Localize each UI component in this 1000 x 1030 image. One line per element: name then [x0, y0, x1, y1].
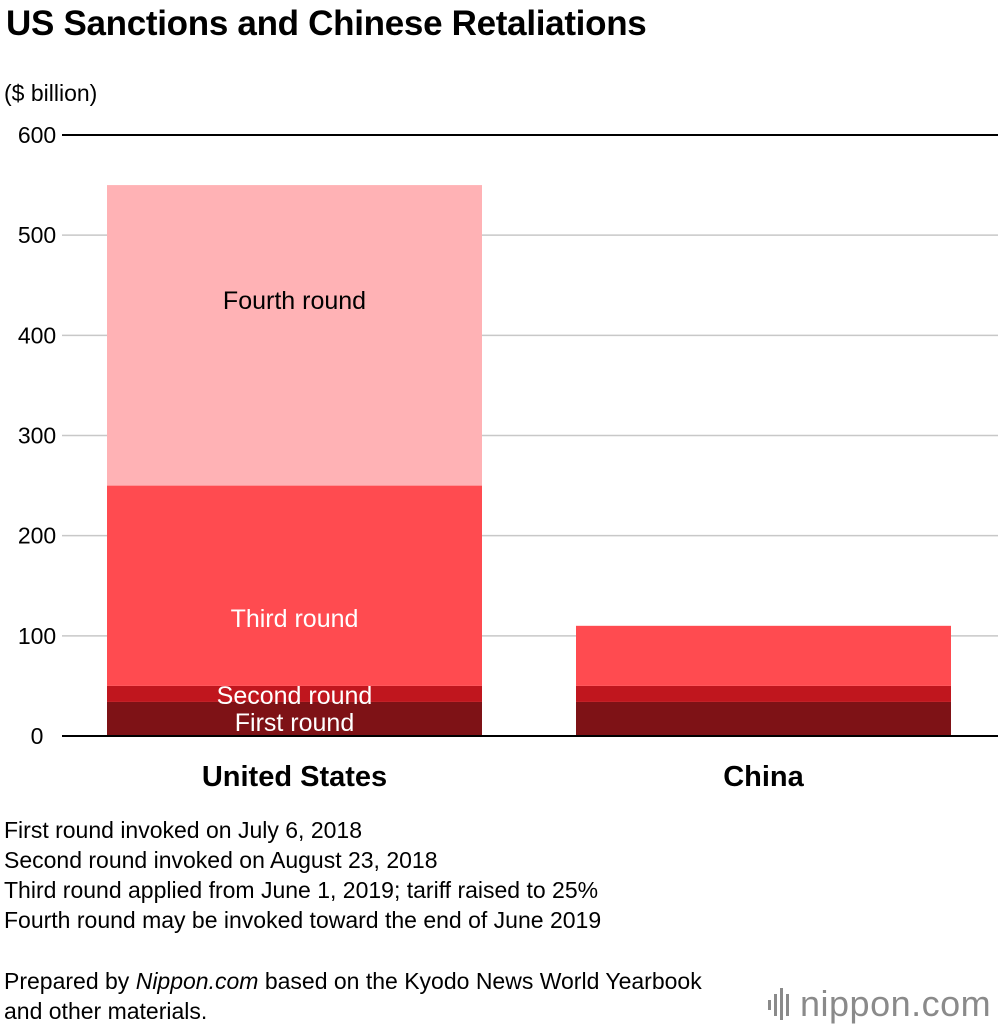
sound-bars-icon [768, 988, 789, 1020]
y-tick-label-200: 200 [18, 523, 56, 549]
notes-list: First round invoked on July 6, 2018 Seco… [4, 815, 601, 935]
bar-united-states-third-round [107, 485, 482, 686]
credit-suffix: based on the Kyodo News World Yearbook a… [4, 968, 702, 1024]
x-category-label-china: China [723, 761, 804, 793]
note-first-round: First round invoked on July 6, 2018 [4, 817, 362, 843]
source-credit: Prepared by Nippon.com based on the Kyod… [4, 966, 744, 1026]
logo-text: nippon.com [800, 983, 992, 1024]
segment-label-third-round: Third round [231, 605, 359, 633]
y-tick-label-300: 300 [18, 423, 56, 449]
segment-label-second-round: Second round [217, 682, 373, 710]
segment-label-fourth-round: Fourth round [223, 287, 366, 315]
bar-china-first-round [576, 701, 951, 736]
x-category-label-united-states: United States [202, 761, 387, 793]
y-tick-label-100: 100 [18, 623, 56, 649]
bar-united-states-first-round [107, 701, 482, 736]
chart-title: US Sanctions and Chinese Retaliations [6, 4, 647, 43]
y-tick-label-400: 400 [18, 322, 56, 348]
credit-prefix: Prepared by [4, 968, 136, 994]
credit-source: Nippon.com [135, 968, 259, 994]
note-third-round: Third round applied from June 1, 2019; t… [4, 877, 599, 903]
note-second-round: Second round invoked on August 23, 2018 [4, 847, 438, 873]
segment-label-first-round: First round [235, 709, 354, 737]
stacked-bar-chart: 0 100 200 300 400 500 600 Fourth round Third rou… [18, 122, 998, 793]
bar-united-states-second-round [107, 685, 482, 702]
y-tick-label-600: 600 [18, 122, 56, 148]
bar-united-states-fourth-round [107, 185, 482, 486]
y-tick-label-500: 500 [18, 222, 56, 248]
bar-china-third-round [576, 625, 951, 686]
y-tick-label-0: 0 [31, 723, 44, 749]
note-fourth-round: Fourth round may be invoked toward the e… [4, 907, 602, 933]
y-axis-unit-label: ($ billion) [4, 80, 98, 106]
nippon-logo: nippon.com [768, 983, 992, 1024]
bar-china-second-round [576, 685, 951, 702]
